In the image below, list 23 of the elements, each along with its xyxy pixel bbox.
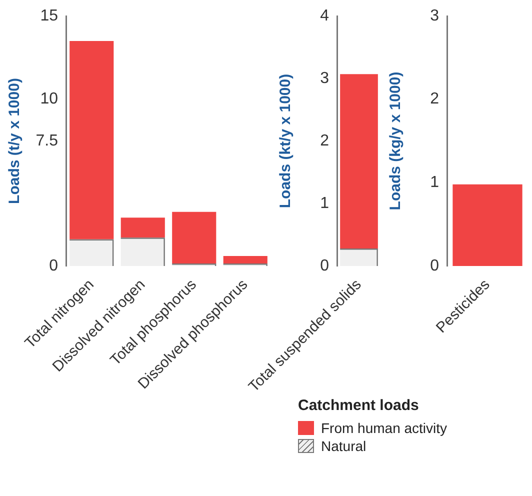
y-tick-label: 0 <box>430 257 440 274</box>
y-tick-label: 3 <box>320 70 330 87</box>
legend-label: From human activity <box>321 420 448 436</box>
y-tick-label: 1 <box>320 194 330 212</box>
bar <box>70 41 114 240</box>
y-tick-label: 3 <box>430 7 440 24</box>
y-axis-title: Loads (t/y x 1000) <box>6 78 24 204</box>
bar <box>223 256 268 264</box>
legend-title: Catchment loads <box>298 397 420 414</box>
y-tick-label: 4 <box>320 7 330 24</box>
y-tick-label: 0 <box>49 257 58 274</box>
y-tick-label: 1 <box>430 174 440 192</box>
y-tick-label: 0 <box>320 257 330 274</box>
y-axis-title: Loads (kg/y x 1000) <box>387 72 404 210</box>
y-axis-title: Loads (kt/y x 1000) <box>277 74 294 208</box>
y-tick-label: 15 <box>40 7 58 24</box>
y-tick-label: 10 <box>40 90 58 108</box>
y-tick-label: 7.5 <box>36 132 58 150</box>
legend-label: Natural <box>321 438 366 454</box>
bar <box>172 212 216 264</box>
y-tick-label: 2 <box>320 132 330 150</box>
bar <box>120 218 165 238</box>
y-tick-label: 2 <box>430 90 440 108</box>
